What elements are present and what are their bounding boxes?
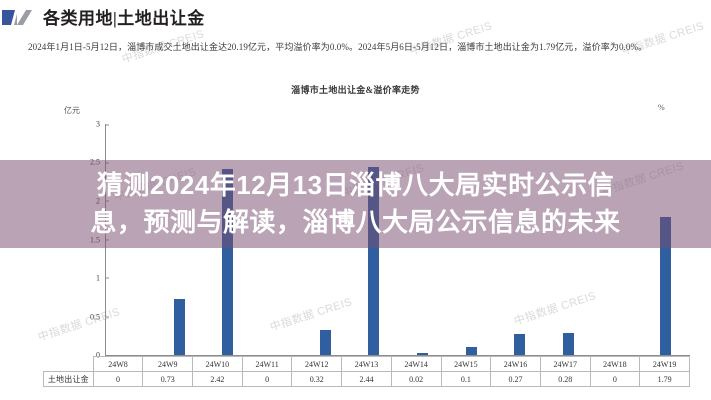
table-cell: 0.28 [539,371,591,387]
bar [416,353,428,355]
page-title: 各类用地|土地出让金 [43,9,205,28]
table-cell: 2.44 [341,371,392,387]
summary-paragraph: 2024年1月1日-5月12日，淄博市成交土地出让金达20.19亿元，平均溢价率… [28,42,648,52]
table-column-header: 24W15 [440,356,492,372]
table-column-header: 24W13 [341,356,392,372]
table-cell: 2.42 [192,371,243,387]
data-table: 24W8 24W9 24W10 24W11 24W12 24W13 24W14 24W15 24… [43,356,690,387]
table-row-label: 土地出让金 [43,371,94,387]
overlay-headline-line-2: 息，预测与解读，淄博八大局公示信息的未来 [90,207,621,237]
bar-series [106,124,690,355]
table-cell: 0.27 [490,371,541,387]
bar-slot [301,124,350,355]
bar [222,168,234,355]
table-cell: 0 [241,371,293,387]
chart-title: 淄博市土地出让金&溢价率走势 [291,85,420,95]
table-cell: 1.79 [639,371,690,387]
table-column-header: 24W10 [192,356,243,372]
overlay-banner [0,160,711,248]
bar-slot [544,124,593,355]
table-row: 土地出让金 0 0.73 2.42 0 0.32 2.44 0.02 0.1 0.27 0.28 0… [43,371,690,387]
bar-slot [398,124,447,355]
bar-slot [495,124,544,355]
table-column-header: 24W12 [291,356,343,372]
bar [465,347,477,355]
y-axis-tick: 0 [96,351,109,360]
page-header: 各类用地|土地出让金 [0,0,711,34]
bar [368,167,380,355]
table-cell: 0 [589,371,641,387]
bar-slot [155,124,204,355]
y2-axis-unit-label: % [658,103,665,112]
table-header-row: 24W8 24W9 24W10 24W11 24W12 24W13 24W14 24W15 24… [44,356,690,372]
overlay-headline-line-1: 猜测2024年12月13日淄博八大局实时公示信 [96,170,615,200]
bar-slot [349,124,398,355]
table-cell: 0.1 [440,371,492,387]
table-cell: 0.73 [142,371,194,387]
table-cell: 0 [92,371,144,387]
table-cell: 0.32 [291,371,343,387]
table-column-header: 24W8 [92,356,144,372]
table-column-header: 24W9 [142,356,194,372]
table-column-header: 24W19 [639,356,690,372]
table-column-header: 24W14 [390,356,442,372]
bar [660,217,672,355]
bar [173,298,185,355]
overlay-headline: 猜测2024年12月13日淄博八大局实时公示信 息，预测与解读，淄博八大局公示信… [0,161,711,247]
table-column-header: 24W16 [490,356,541,372]
table-corner-cell [44,357,94,372]
bar [514,334,526,355]
y-axis-tick: 3 [96,120,109,129]
y-axis-tick: 1 [96,273,109,282]
y-axis-unit-label: 亿元 [64,106,80,115]
table-column-header: 24W11 [241,356,293,372]
y-axis-tick: 0.5 [90,312,109,321]
creis-logo-icon [2,8,38,27]
table-column-header: 24W17 [539,356,591,372]
bar-slot [641,124,690,355]
bar [319,330,331,355]
table-cell: 0.02 [390,371,442,387]
table-column-header: 24W18 [589,356,641,372]
bar-slot [203,124,252,355]
bar [562,333,574,355]
bar-slot [447,124,496,355]
